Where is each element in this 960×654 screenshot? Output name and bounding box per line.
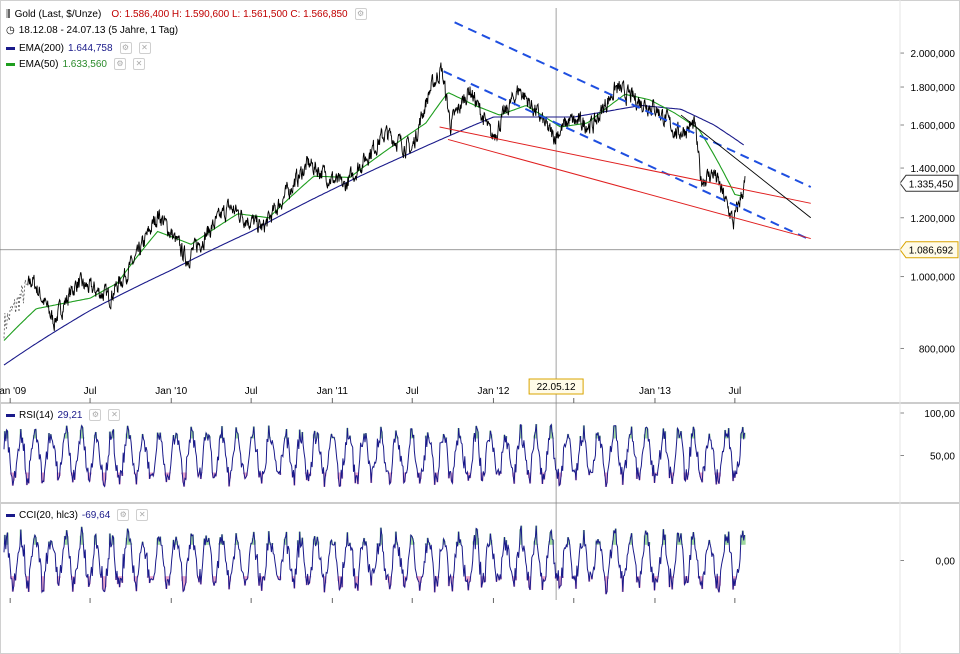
crosshair-date-box	[528, 378, 584, 395]
ema200-settings-icon[interactable]: ⚙	[119, 42, 132, 54]
x-tick-label: Jul	[728, 386, 741, 397]
price-ytick-label: 1.600,000	[911, 121, 956, 132]
price-ytick-label: 2.000,000	[911, 49, 956, 60]
price-ytick-label: 1.000,000	[911, 273, 956, 284]
ema200-swatch-icon	[6, 46, 15, 50]
rsi-close-icon[interactable]: ✕	[108, 409, 121, 421]
level-label: 1.086,692	[909, 246, 954, 257]
x-tick-label: Jan '11	[317, 386, 349, 397]
channel-upper-line	[454, 21, 812, 188]
x-tick-label: Jan '09	[0, 386, 27, 397]
cci-value: -69,64	[81, 509, 111, 521]
price-line	[27, 62, 746, 331]
symbol-label: Gold (Last, $/Unze)	[14, 8, 102, 20]
cci-close-icon[interactable]: ✕	[136, 509, 149, 521]
rsi-ytick-label: 50,00	[930, 452, 955, 463]
ema50-value: 1.633,560	[62, 58, 107, 70]
level-tag-box	[899, 241, 959, 259]
cci-swatch-icon	[6, 513, 15, 517]
date-range: 18.12.08 - 24.07.13 (5 Jahre, 1 Tag)	[18, 25, 179, 36]
ema50-line	[3, 92, 744, 341]
x-tick-label: Jul	[245, 386, 258, 397]
x-tick-label: Jul	[406, 386, 419, 397]
cci-line	[3, 525, 746, 595]
x-tick-label: Jan '10	[155, 386, 187, 397]
ema200-label: EMA(200)	[19, 42, 65, 54]
clock-icon: ◷	[6, 25, 15, 36]
ema50-swatch-icon	[6, 62, 15, 66]
cci-ytick-label: 0,00	[936, 557, 956, 568]
price-ytick-label: 1.200,000	[911, 214, 956, 225]
ema50-legend: EMA(50) 1.633,560 ⚙ ✕	[6, 58, 145, 70]
ema200-close-icon[interactable]: ✕	[138, 42, 151, 54]
support-line-upper	[439, 126, 811, 204]
crosshair-date-label: 22.05.12	[537, 382, 576, 393]
channel-lower-line	[443, 70, 812, 241]
rsi-line	[3, 423, 746, 488]
cci-label: CCI(20, hlc3)	[19, 509, 78, 521]
level-tag	[899, 241, 959, 259]
ema200-value: 1.644,758	[68, 42, 113, 54]
rsi-settings-icon[interactable]: ⚙	[89, 409, 102, 421]
trend-line	[680, 114, 812, 219]
early-price-dotted	[3, 279, 27, 339]
ema50-settings-icon[interactable]: ⚙	[113, 58, 126, 70]
rsi-ytick-label: 100,00	[924, 409, 955, 420]
ohlc-values: O: 1.586,400 H: 1.590,600 L: 1.561,500 C…	[111, 8, 348, 20]
x-tick-label: Jan '12	[477, 386, 509, 397]
price-ytick-label: 1.400,000	[911, 164, 956, 175]
last-price-tag	[899, 174, 959, 192]
range-legend: ◷ 18.12.08 - 24.07.13 (5 Jahre, 1 Tag)	[6, 25, 178, 36]
last-price-label: 1.335,450	[909, 179, 954, 190]
chart-type-icon: ⫼	[6, 8, 11, 20]
rsi-swatch-icon	[6, 413, 15, 417]
rsi-label: RSI(14)	[19, 409, 54, 421]
cci-settings-icon[interactable]: ⚙	[117, 509, 130, 521]
ema50-close-icon[interactable]: ✕	[132, 58, 145, 70]
x-tick-label: Jul	[84, 386, 97, 397]
support-line-lower	[447, 138, 811, 240]
ema200-line	[3, 104, 745, 366]
x-tick-label: Jan '13	[639, 386, 671, 397]
rsi-legend: RSI(14) 29,21 ⚙ ✕	[6, 409, 121, 421]
cci-legend: CCI(20, hlc3) -69,64 ⚙ ✕	[6, 509, 149, 521]
last-price-tag-box	[899, 174, 959, 192]
price-ytick-label: 800,000	[919, 344, 956, 355]
rsi-value: 29,21	[57, 409, 83, 421]
price-ytick-label: 1.800,000	[911, 83, 956, 94]
ema50-label: EMA(50)	[19, 58, 59, 70]
ema200-legend: EMA(200) 1.644,758 ⚙ ✕	[6, 42, 151, 54]
price-legend: ⫼ Gold (Last, $/Unze) O: 1.586,400 H: 1.…	[6, 8, 367, 20]
settings-icon[interactable]: ⚙	[354, 8, 367, 20]
